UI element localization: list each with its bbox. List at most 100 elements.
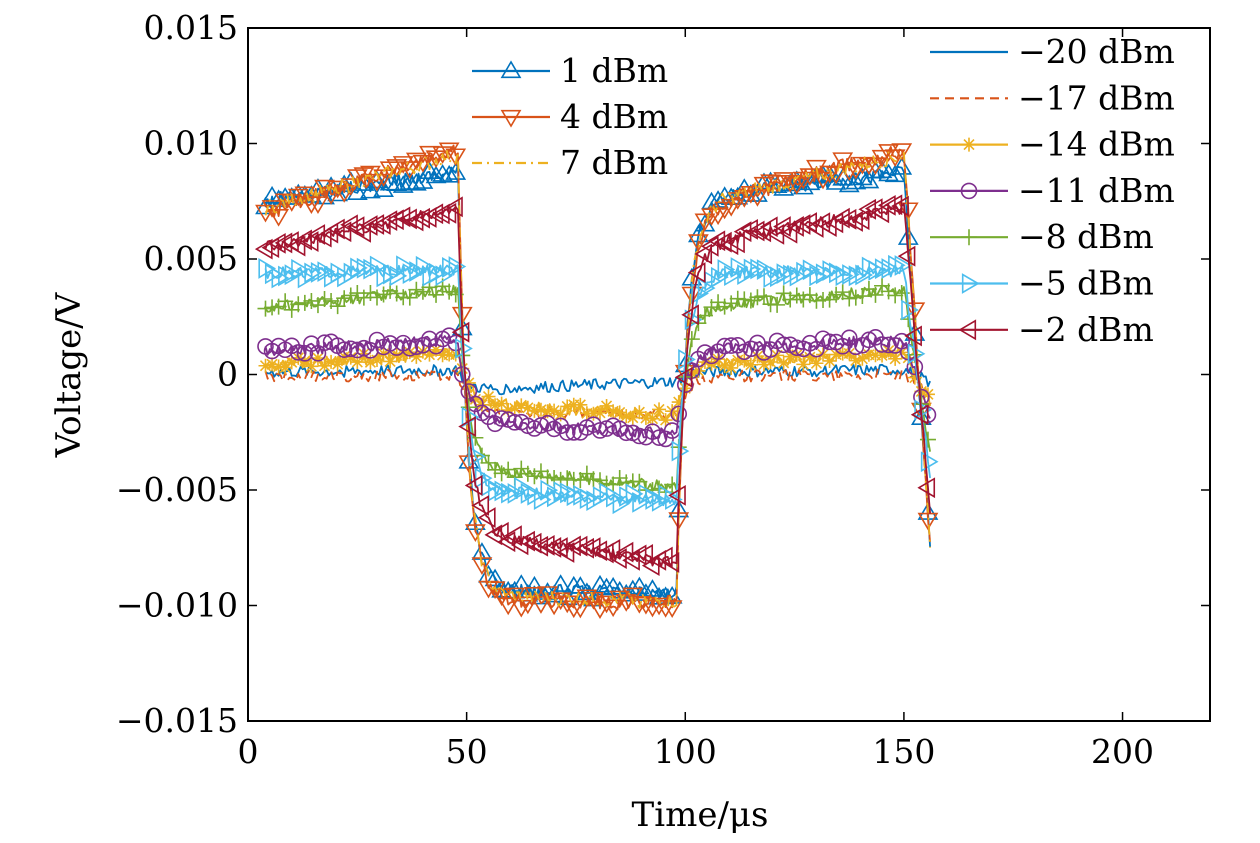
series-marker: [553, 481, 572, 503]
legend-label: −11 dBm: [1018, 171, 1175, 210]
legend-label: 1 dBm: [560, 51, 668, 90]
series-marker: [822, 260, 841, 281]
series-marker: [451, 306, 473, 325]
series-marker: [671, 395, 686, 410]
series-marker: [917, 512, 939, 531]
series-marker: [556, 542, 575, 563]
series-marker: [409, 349, 424, 364]
series-marker: [471, 542, 493, 560]
series-marker: [316, 334, 333, 352]
series-marker: [894, 255, 913, 276]
legend-label: −20 dBm: [1018, 32, 1175, 71]
series-marker: [524, 575, 545, 594]
series-marker: [349, 341, 366, 359]
series-marker: [901, 299, 919, 321]
series-marker: [369, 353, 384, 368]
series-marker: [488, 398, 503, 413]
series-marker: [638, 483, 657, 505]
series-marker: [642, 579, 663, 597]
series-marker: [441, 283, 458, 300]
series-marker: [258, 258, 277, 279]
series-marker: [579, 488, 598, 510]
series-marker: [691, 363, 706, 378]
series-marker: [724, 360, 739, 375]
series-marker: [573, 397, 588, 412]
series-marker: [333, 185, 355, 203]
y-tick-label: 0: [217, 355, 238, 394]
series-marker: [819, 165, 840, 184]
legend-label: −5 dBm: [1018, 264, 1154, 303]
series-marker: [254, 238, 273, 260]
series-marker: [670, 405, 688, 423]
series-marker: [829, 262, 847, 284]
series-marker: [533, 489, 552, 511]
series-marker: [271, 267, 290, 289]
series-marker: [461, 375, 476, 390]
series-marker: [914, 399, 932, 421]
series-marker: [368, 289, 385, 306]
series-marker: [552, 417, 569, 435]
series-marker: [690, 350, 707, 368]
series-marker: [445, 148, 467, 167]
series-marker: [696, 307, 713, 324]
series-marker: [494, 396, 509, 411]
series-marker: [799, 168, 821, 186]
series-marker: [493, 465, 510, 482]
series-marker: [501, 482, 519, 504]
series-marker: [340, 214, 358, 236]
series-marker: [652, 402, 667, 417]
series-marker: [875, 348, 890, 363]
series-marker: [960, 182, 978, 200]
series-marker: [887, 287, 904, 304]
series-marker: [710, 294, 727, 311]
series-marker: [802, 259, 821, 281]
series-marker: [480, 454, 497, 471]
series-marker: [468, 445, 486, 467]
series-marker: [792, 214, 811, 235]
series-marker: [333, 221, 352, 243]
series-marker: [422, 347, 437, 362]
series-marker: [786, 170, 808, 189]
series-line: [264, 150, 931, 609]
series-marker: [736, 291, 753, 308]
series-marker: [858, 170, 880, 189]
series-marker: [506, 414, 524, 431]
series-marker: [412, 207, 431, 229]
series-marker: [268, 208, 290, 227]
series-marker: [855, 351, 870, 366]
series-marker: [353, 221, 371, 243]
series-marker: [316, 290, 333, 307]
series-marker: [504, 525, 522, 547]
series-marker: [415, 255, 434, 277]
series-marker: [448, 256, 467, 277]
series-marker: [888, 254, 906, 276]
series-marker: [294, 186, 316, 205]
series-marker: [897, 245, 916, 267]
series-marker: [432, 164, 453, 182]
series-line: [265, 363, 931, 396]
series-marker: [464, 524, 486, 542]
series-marker: [477, 507, 496, 528]
series-marker: [625, 410, 640, 425]
series-marker: [278, 265, 296, 287]
series-marker: [438, 164, 460, 183]
series-marker: [888, 351, 903, 366]
series-marker: [291, 258, 309, 280]
series-marker: [874, 258, 893, 280]
series-marker: [408, 338, 425, 356]
series-marker: [388, 285, 405, 302]
series-marker: [602, 539, 621, 560]
series-marker: [514, 476, 532, 498]
series-marker: [271, 359, 286, 374]
series-marker: [750, 258, 769, 280]
series-marker: [742, 292, 759, 309]
x-axis-label: Time/μs: [632, 795, 769, 835]
series-marker: [763, 355, 778, 370]
series-marker: [737, 353, 752, 368]
series-marker: [657, 430, 674, 448]
series-marker: [533, 402, 548, 417]
legend-label: −2 dBm: [1018, 310, 1154, 349]
series-marker: [386, 173, 408, 192]
series-marker: [497, 597, 519, 616]
legend-label: −8 dBm: [1018, 217, 1154, 256]
